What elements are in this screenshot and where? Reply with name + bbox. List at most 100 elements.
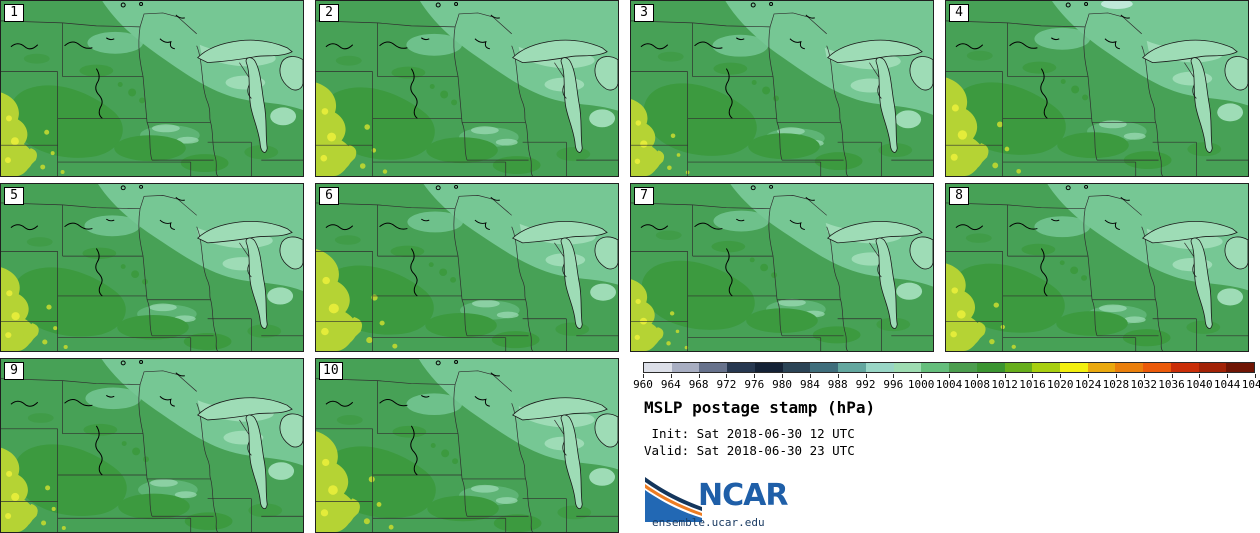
colorbar-tick	[1227, 374, 1229, 378]
rivers	[955, 184, 1130, 297]
state-borders	[1, 195, 303, 351]
forecast-map	[1, 1, 303, 176]
colorbar-segment	[782, 363, 811, 372]
state-borders	[316, 195, 618, 351]
colorbar-tick-label: 980	[772, 378, 793, 391]
colorbar-tick	[1032, 374, 1034, 378]
member-number-badge: 4	[949, 4, 969, 22]
colorbar-segment	[1087, 363, 1116, 372]
colorbar-tick	[698, 374, 700, 378]
colorbar-segment	[754, 363, 783, 372]
member-number: 4	[955, 5, 963, 20]
great-lakes	[197, 397, 303, 510]
great-lakes	[197, 39, 303, 153]
colorbar-tick	[976, 374, 978, 378]
rivers	[10, 359, 185, 476]
colorbar-tick-label: 972	[716, 378, 737, 391]
ncar-swoosh-icon	[645, 477, 702, 522]
colorbar-segment	[671, 363, 700, 372]
colorbar-tick	[1171, 374, 1173, 378]
state-borders	[631, 12, 933, 176]
colorbar-tick	[643, 374, 644, 378]
member-number: 3	[640, 5, 648, 20]
colorbar-tick	[837, 374, 839, 378]
colorbar-tick	[1255, 374, 1256, 378]
ensemble-member-panel: 9	[0, 358, 304, 533]
colorbar-tick-label: 976	[744, 378, 765, 391]
site-url: ensemble.ucar.edu	[652, 516, 765, 529]
figure-title: MSLP postage stamp (hPa)	[644, 398, 876, 417]
colorbar-tick-label: 1040	[1186, 378, 1213, 391]
member-number-badge: 7	[634, 187, 654, 205]
colorbar-tick-label: 1044	[1213, 378, 1241, 391]
colorbar-segment	[893, 363, 922, 372]
ensemble-member-panel: 5	[0, 183, 304, 352]
colorbar-segment	[949, 363, 977, 372]
colorbar-tick	[782, 374, 784, 378]
colorbar-tick-label: 1036	[1158, 378, 1185, 391]
colorbar-segment	[976, 363, 1005, 372]
colorbar-tick-label: 984	[799, 378, 820, 391]
colorbar-segment	[1226, 363, 1255, 372]
colorbar-tick-label: 1048	[1241, 378, 1260, 391]
member-number-badge: 8	[949, 187, 969, 205]
colorbar-tick-label: 988	[827, 378, 848, 391]
forecast-map	[946, 1, 1248, 176]
ensemble-member-panel: 4	[945, 0, 1249, 177]
colorbar-tick	[893, 374, 895, 378]
member-number: 6	[325, 188, 333, 203]
colorbar-tick	[1004, 374, 1006, 378]
colorbar-segment	[1115, 363, 1144, 372]
colorbar-tick	[1088, 374, 1090, 378]
great-lakes	[197, 221, 303, 329]
colorbar-segment	[1143, 363, 1171, 372]
colorbar-tick-label: 1004	[935, 378, 963, 391]
colorbar-tick	[865, 374, 867, 378]
forecast-map	[1, 184, 303, 351]
forecast-map	[631, 184, 933, 351]
rivers	[10, 1, 185, 119]
member-number: 8	[955, 188, 963, 203]
member-number: 2	[325, 5, 333, 20]
colorbar-tick-label: 1016	[1019, 378, 1046, 391]
member-number-badge: 6	[319, 187, 339, 205]
colorbar-tick-label: 1012	[991, 378, 1018, 391]
ncar-logo: NCAR	[645, 477, 795, 523]
colorbar-segment	[644, 363, 672, 372]
forecast-map	[316, 359, 618, 532]
colorbar-tick-label: 1008	[963, 378, 991, 391]
great-lakes	[1142, 221, 1248, 329]
rivers	[640, 184, 815, 297]
great-lakes	[827, 221, 933, 329]
state-borders	[631, 195, 933, 351]
ensemble-member-panel: 2	[315, 0, 619, 177]
great-lakes	[827, 39, 933, 153]
colorbar-segment	[1198, 363, 1227, 372]
member-number-badge: 10	[319, 362, 343, 380]
colorbar-tick	[1199, 374, 1201, 378]
colorbar-segment	[865, 363, 894, 372]
member-number: 7	[640, 188, 648, 203]
great-lakes	[512, 397, 618, 510]
rivers	[325, 1, 500, 119]
colorbar-tick-label: 996	[883, 378, 904, 391]
colorbar-tick-label: 960	[633, 378, 653, 391]
rivers	[640, 1, 815, 119]
colorbar-segment	[810, 363, 839, 372]
forecast-map	[1, 359, 303, 532]
colorbar-tick	[1143, 374, 1145, 378]
colorbar-tick-label: 1000	[907, 378, 935, 391]
ensemble-member-panel: 1	[0, 0, 304, 177]
colorbar-tick	[1060, 374, 1062, 378]
state-borders	[946, 195, 1248, 351]
member-number: 1	[10, 5, 18, 20]
member-number-badge: 5	[4, 187, 24, 205]
forecast-map	[316, 184, 618, 351]
colorbar-tick	[949, 374, 950, 378]
colorbar	[643, 362, 1255, 373]
ensemble-member-panel: 3	[630, 0, 934, 177]
colorbar-segment	[727, 363, 755, 372]
colorbar-tick-label: 964	[660, 378, 681, 391]
colorbar-tick-label: 1020	[1047, 378, 1074, 391]
valid-time: Valid: Sat 2018-06-30 23 UTC	[644, 443, 855, 458]
